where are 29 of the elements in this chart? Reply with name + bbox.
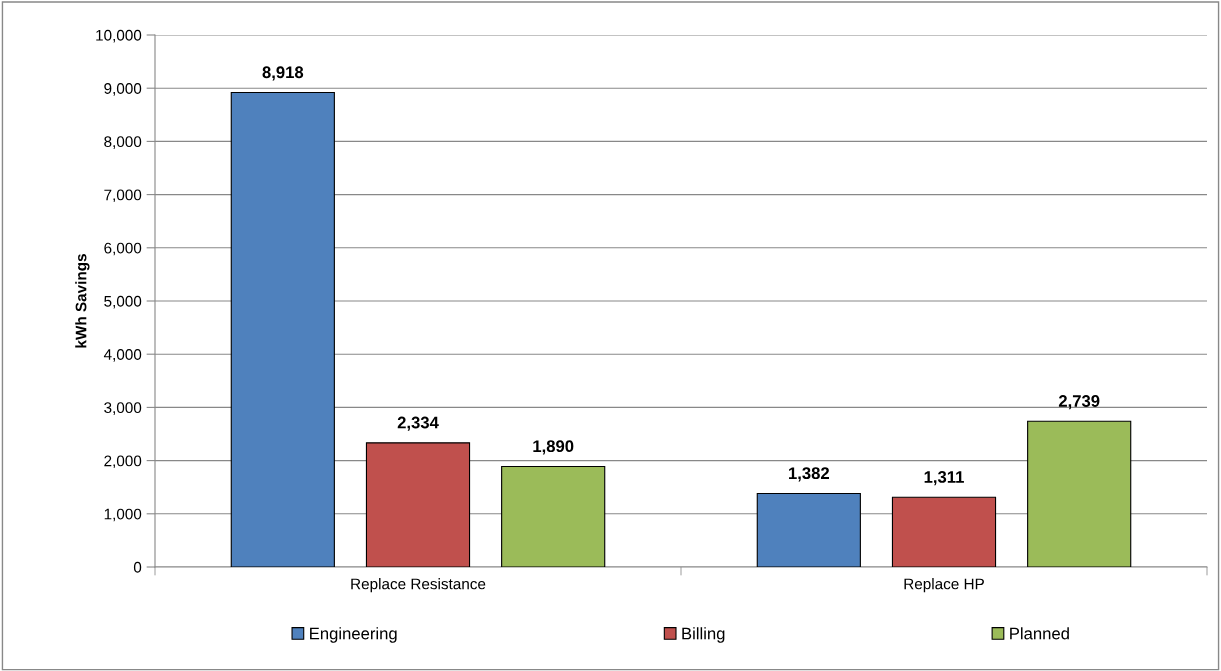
data-label: 1,382 [789, 467, 830, 482]
y-tick-label: 0 [133, 561, 142, 573]
y-tick-label: 10,000 [96, 29, 142, 43]
x-tick-label: Replace HP [904, 578, 984, 593]
y-axis-title: kWh Savings [75, 254, 90, 348]
y-tick-label: 2,000 [104, 455, 142, 469]
y-tick-label: 5,000 [104, 295, 142, 309]
legend-label: Engineering [310, 627, 397, 643]
bar [230, 92, 335, 567]
y-tick-label: 4,000 [103, 349, 142, 362]
y-tick-label: 8,000 [104, 136, 142, 149]
y-tick-label: 7,000 [104, 189, 142, 203]
data-label: 8,918 [262, 66, 304, 81]
bar [501, 465, 606, 567]
bar [756, 492, 861, 567]
data-label: 1,890 [533, 440, 574, 455]
y-tick-label: 1,000 [104, 508, 142, 522]
data-label: 2,334 [397, 416, 439, 431]
legend-label: Billing [682, 627, 725, 643]
bar [891, 496, 997, 567]
legend-label: Planned [1010, 627, 1069, 640]
bar [1027, 420, 1132, 567]
y-tick-label: 9,000 [104, 83, 142, 96]
y-tick-label: 3,000 [104, 402, 142, 415]
y-tick-label: 6,000 [104, 242, 142, 256]
x-tick-label: Replace Resistance [351, 578, 486, 593]
data-label: 1,311 [924, 471, 964, 486]
data-label: 2,739 [1058, 395, 1100, 410]
bar [365, 442, 471, 567]
